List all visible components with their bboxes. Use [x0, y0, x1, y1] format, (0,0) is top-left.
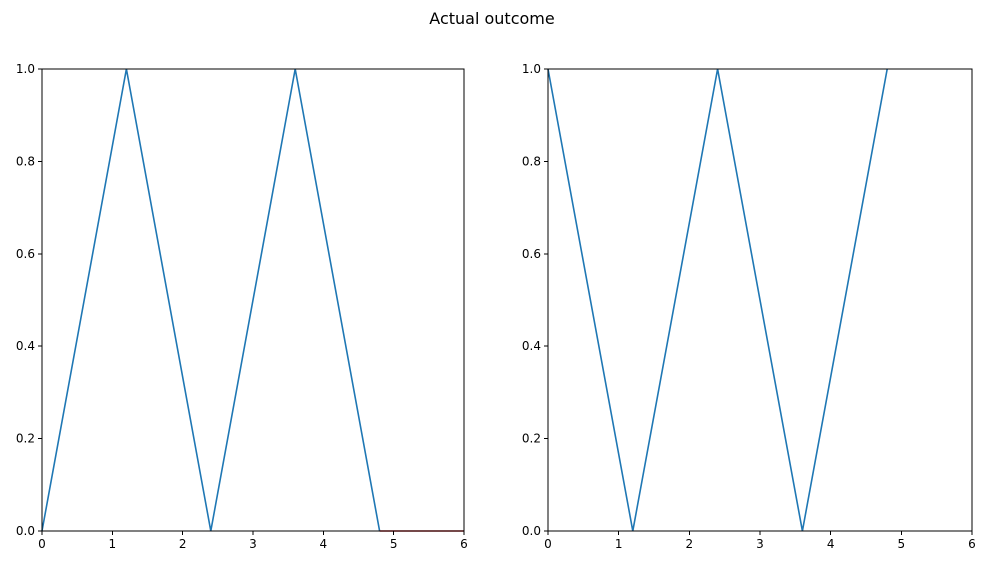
y-tick-label: 0.6	[16, 247, 35, 261]
y-tick-label: 1.0	[522, 62, 541, 76]
subplot-1: 0 1 2 3 4 5 6 0.0 0.2 0.4 0.6 0.8 1.0	[16, 62, 468, 551]
x-tick-label: 0	[38, 537, 46, 551]
x-tick-label: 1	[615, 537, 623, 551]
plot-area: 0 1 2 3 4 5 6 0.0 0.2 0.4 0.6 0.8 1.0 0 1 2 3 4 5 6 0.0 0.2 0.…	[16, 62, 976, 551]
x-tick-label: 2	[686, 537, 694, 551]
figure-title: Actual outcome	[429, 9, 554, 28]
y-tick-label: 1.0	[16, 62, 35, 76]
x-tick-label: 5	[390, 537, 398, 551]
y-tick-label: 0.4	[16, 339, 35, 353]
x-tick-label: 1	[109, 537, 117, 551]
x-tick-label: 4	[827, 537, 835, 551]
y-tick-label: 0.0	[16, 524, 35, 538]
y-tick-label: 0.6	[522, 247, 541, 261]
subplot-2: 0 1 2 3 4 5 6 0.0 0.2 0.4 0.6 0.8 1.0	[522, 62, 976, 551]
x-tick-label: 2	[179, 537, 187, 551]
y-tick-label: 0.2	[16, 432, 35, 446]
series-line-1	[41, 68, 381, 532]
y-tick-label: 0.8	[522, 154, 541, 168]
x-tick-label: 3	[756, 537, 764, 551]
y-tick-label: 0.8	[16, 154, 35, 168]
y-tick-label: 0.0	[522, 524, 541, 538]
x-tick-label: 5	[898, 537, 906, 551]
series-line-1	[547, 68, 888, 532]
x-tick-label: 6	[968, 537, 976, 551]
x-tick-label: 0	[544, 537, 552, 551]
x-tick-label: 6	[460, 537, 468, 551]
y-tick-label: 0.4	[522, 339, 541, 353]
y-tick-label: 0.2	[522, 432, 541, 446]
x-tick-label: 4	[320, 537, 328, 551]
x-tick-label: 3	[249, 537, 257, 551]
